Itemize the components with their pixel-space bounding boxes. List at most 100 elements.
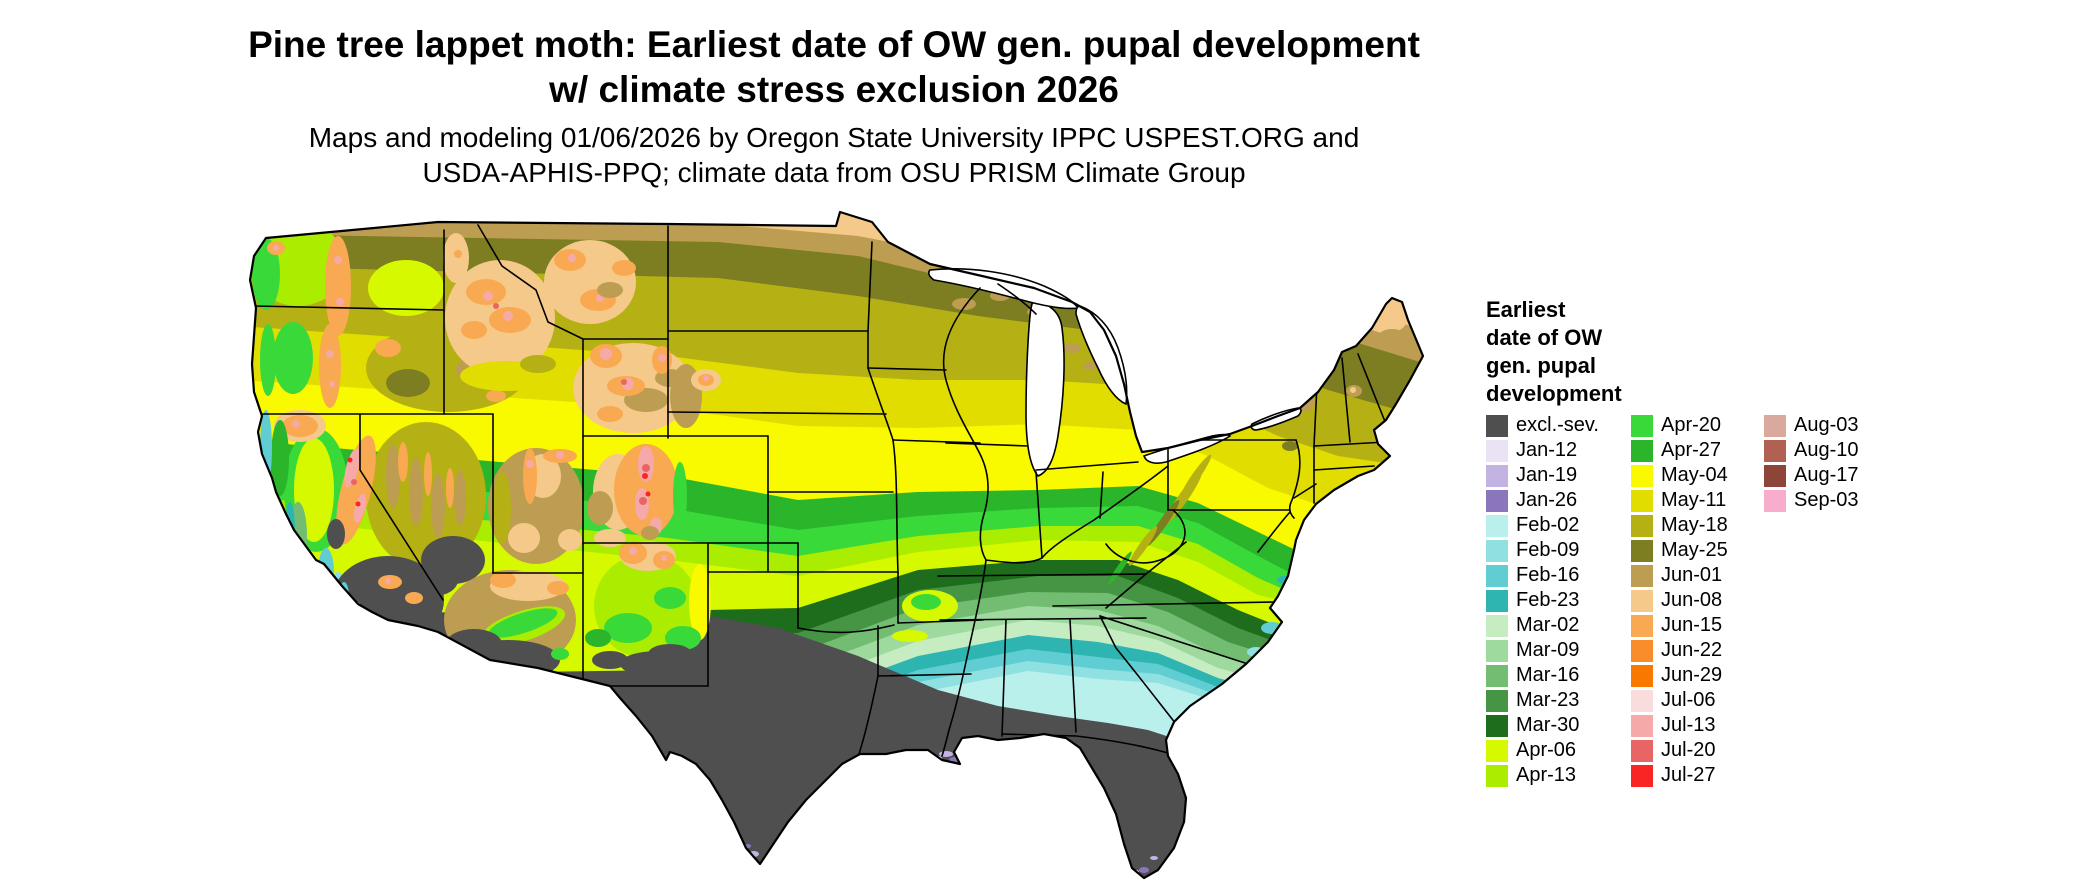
- legend-swatch: [1631, 464, 1653, 487]
- legend-title: Earliest date of OW gen. pupal developme…: [1486, 296, 1622, 408]
- legend-entry: May-04: [1631, 463, 1728, 488]
- legend-label: Jul-27: [1661, 764, 1716, 786]
- legend-swatch: [1486, 639, 1508, 662]
- legend-label: Jun-29: [1661, 664, 1723, 686]
- legend-label: Jan-26: [1516, 489, 1578, 511]
- legend-swatch: [1631, 564, 1653, 587]
- legend-title-line: development: [1486, 381, 1622, 406]
- legend-swatch: [1631, 714, 1653, 737]
- great-lakes: [928, 267, 1302, 477]
- legend-label: Mar-16: [1516, 664, 1580, 686]
- legend-swatch: [1486, 689, 1508, 712]
- legend-label: May-18: [1661, 514, 1728, 536]
- legend-label: Aug-17: [1794, 464, 1859, 486]
- terrain-patches: [250, 222, 1406, 874]
- legend-swatch: [1486, 589, 1508, 612]
- subtitle-block: Maps and modeling 01/06/2026 by Oregon S…: [234, 120, 1434, 190]
- legend-entry: Jul-27: [1631, 763, 1728, 788]
- legend-swatch: [1764, 439, 1786, 462]
- legend-swatch: [1764, 414, 1786, 437]
- lake-huron: [1075, 305, 1128, 406]
- legend-entry: Jun-01: [1631, 563, 1728, 588]
- legend-swatch: [1631, 689, 1653, 712]
- legend-label: Aug-10: [1794, 439, 1859, 461]
- legend-label: Sep-03: [1794, 489, 1859, 511]
- legend-label: May-11: [1661, 489, 1727, 511]
- legend-swatch: [1486, 539, 1508, 562]
- legend-swatch: [1764, 464, 1786, 487]
- legend-swatch: [1486, 439, 1508, 462]
- legend-label: Apr-27: [1661, 439, 1722, 461]
- legend-label: Mar-30: [1516, 714, 1580, 736]
- legend-entry: Mar-30: [1486, 713, 1599, 738]
- legend-swatch: [1631, 764, 1653, 787]
- legend-title-line: date of OW: [1486, 325, 1603, 350]
- legend-swatch: [1486, 489, 1508, 512]
- subtitle-line1: Maps and modeling 01/06/2026 by Oregon S…: [308, 122, 1360, 153]
- legend-label: Apr-13: [1516, 764, 1577, 786]
- legend-entry: Jan-19: [1486, 463, 1599, 488]
- legend-swatch: [1631, 439, 1653, 462]
- legend-entry: Apr-20: [1631, 413, 1728, 438]
- legend-entry: Jun-08: [1631, 588, 1728, 613]
- legend-entry: Jun-29: [1631, 663, 1728, 688]
- legend-entry: Aug-03: [1764, 413, 1859, 438]
- us-map: [238, 208, 1428, 888]
- subtitle-line2: USDA-APHIS-PPQ; climate data from OSU PR…: [422, 157, 1246, 188]
- legend-label: Jul-06: [1661, 689, 1716, 711]
- legend-label: Apr-06: [1516, 739, 1577, 761]
- legend-entry: May-11: [1631, 488, 1728, 513]
- legend-entry: Feb-23: [1486, 588, 1599, 613]
- legend-entry: Mar-23: [1486, 688, 1599, 713]
- legend-swatch: [1631, 639, 1653, 662]
- legend-label: Jul-13: [1661, 714, 1716, 736]
- legend-label: Jun-01: [1661, 564, 1723, 586]
- legend-swatch: [1764, 489, 1786, 512]
- legend-entry: Apr-06: [1486, 738, 1599, 763]
- legend-swatch: [1631, 514, 1653, 537]
- legend-title-line: Earliest: [1486, 297, 1566, 322]
- legend-entry: Apr-13: [1486, 763, 1599, 788]
- legend-label: Jul-20: [1661, 739, 1716, 761]
- legend-label: Jan-12: [1516, 439, 1578, 461]
- legend-swatch: [1631, 614, 1653, 637]
- legend-entry: Jan-12: [1486, 438, 1599, 463]
- legend-swatch: [1631, 589, 1653, 612]
- legend-swatch: [1486, 739, 1508, 762]
- legend-entry: Jul-20: [1631, 738, 1728, 763]
- legend-swatch: [1631, 664, 1653, 687]
- legend-label: May-25: [1661, 539, 1728, 561]
- legend-label: Mar-02: [1516, 614, 1580, 636]
- legend-entry: Mar-09: [1486, 638, 1599, 663]
- legend-label: Feb-16: [1516, 564, 1580, 586]
- lake-superior: [928, 267, 1080, 310]
- legend-entry: Jun-15: [1631, 613, 1728, 638]
- us-map-svg: [248, 210, 1425, 880]
- legend-entry: Mar-02: [1486, 613, 1599, 638]
- legend-label: Feb-02: [1516, 514, 1580, 536]
- legend-column-2: Apr-20 Apr-27 May-04 May-11 May-18 May-25 Jun-…: [1631, 413, 1728, 788]
- legend-entry: Apr-27: [1631, 438, 1728, 463]
- legend-label: Jan-19: [1516, 464, 1578, 486]
- legend-label: excl.-sev.: [1516, 414, 1599, 436]
- legend-label: May-04: [1661, 464, 1728, 486]
- legend-label: Feb-23: [1516, 589, 1580, 611]
- legend-label: Mar-23: [1516, 689, 1580, 711]
- legend-entry: excl.-sev.: [1486, 413, 1599, 438]
- legend-swatch: [1486, 714, 1508, 737]
- legend-swatch: [1486, 514, 1508, 537]
- title-block: Pine tree lappet moth: Earliest date of …: [234, 22, 1434, 112]
- legend-swatch: [1486, 614, 1508, 637]
- legend-label: Aug-03: [1794, 414, 1859, 436]
- legend-entry: Aug-10: [1764, 438, 1859, 463]
- map-title-line1: Pine tree lappet moth: Earliest date of …: [248, 24, 1420, 65]
- legend-entry: Jul-13: [1631, 713, 1728, 738]
- legend-label: Mar-09: [1516, 639, 1580, 661]
- legend-label: Jun-08: [1661, 589, 1723, 611]
- legend-entry: Mar-16: [1486, 663, 1599, 688]
- legend-entry: Jul-06: [1631, 688, 1728, 713]
- legend-swatch: [1486, 564, 1508, 587]
- legend-label: Jun-15: [1661, 614, 1723, 636]
- legend-swatch: [1631, 414, 1653, 437]
- legend-entry: Feb-02: [1486, 513, 1599, 538]
